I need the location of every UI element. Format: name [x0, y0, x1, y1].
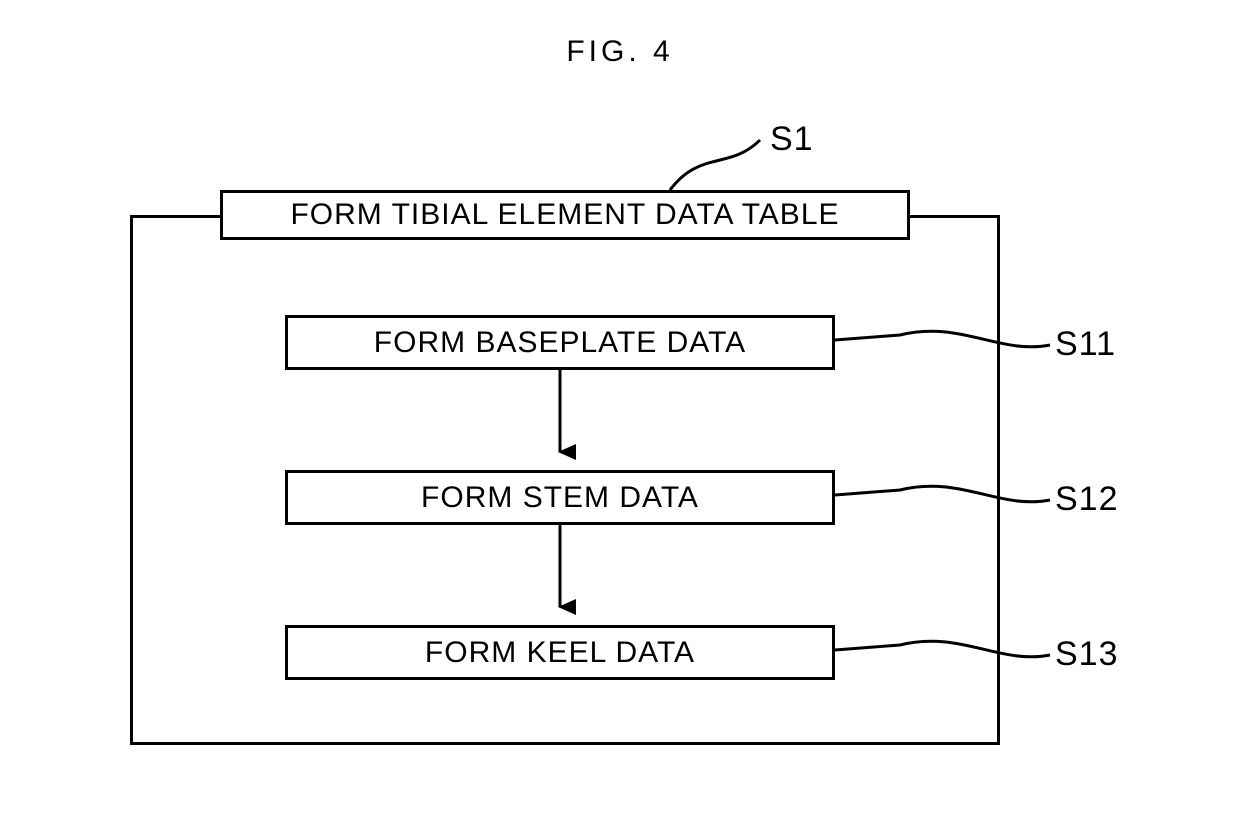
ref-label-s13: S13 — [1055, 635, 1119, 674]
figure-title: FIG. 4 — [566, 35, 673, 69]
ref-label-s1: S1 — [770, 120, 814, 159]
step-label: FORM BASEPLATE DATA — [374, 326, 746, 360]
step-box-stem: FORM STEM DATA — [285, 470, 835, 525]
ref-label-s12: S12 — [1055, 480, 1119, 519]
step-box-keel: FORM KEEL DATA — [285, 625, 835, 680]
step-label: FORM STEM DATA — [421, 481, 699, 515]
leader-s1 — [670, 140, 760, 190]
step-box-baseplate: FORM BASEPLATE DATA — [285, 315, 835, 370]
title-box-label: FORM TIBIAL ELEMENT DATA TABLE — [290, 198, 839, 232]
step-label: FORM KEEL DATA — [425, 636, 695, 670]
ref-label-s11: S11 — [1055, 325, 1116, 364]
title-box: FORM TIBIAL ELEMENT DATA TABLE — [220, 190, 910, 240]
